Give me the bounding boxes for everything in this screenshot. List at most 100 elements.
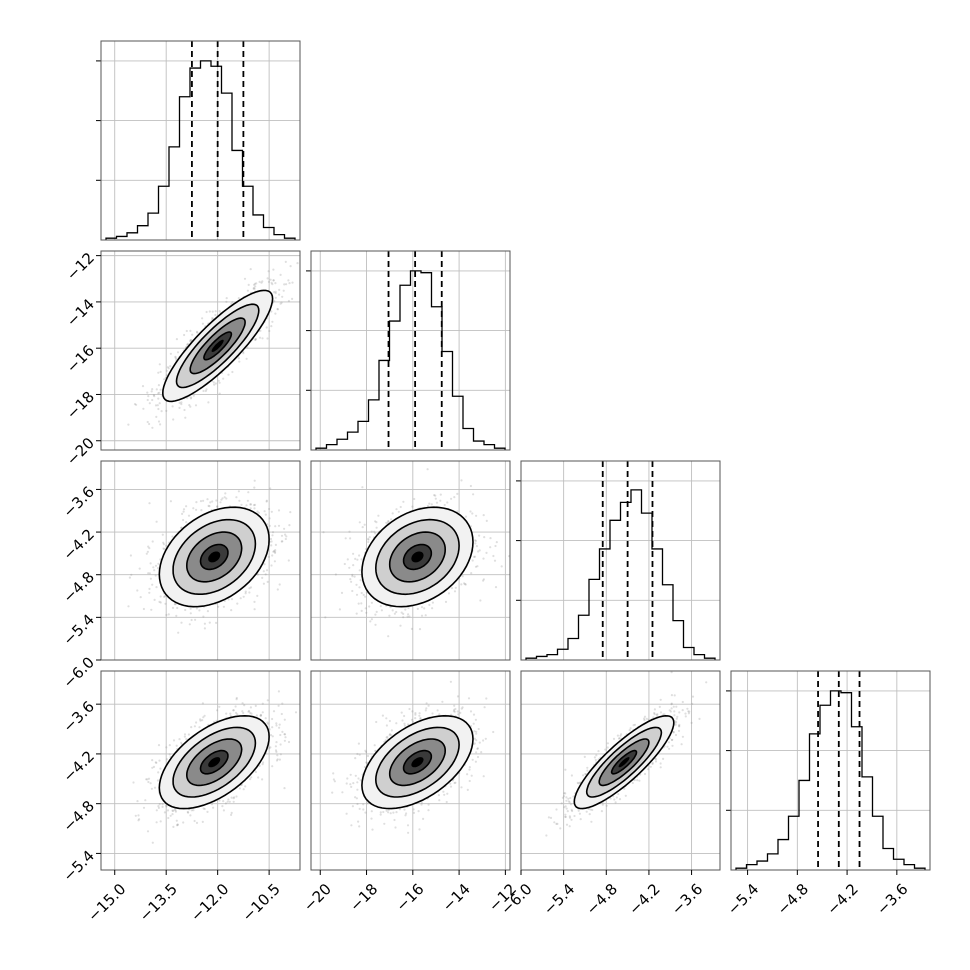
sample-point [274, 749, 278, 752]
sample-point [287, 740, 291, 744]
sample-point [403, 722, 406, 725]
sample-point [187, 514, 191, 517]
sample-point [253, 287, 256, 290]
sample-point [163, 811, 166, 814]
sample-point [285, 283, 288, 286]
sample-point [597, 750, 600, 753]
sample-point [222, 809, 225, 812]
sample-point [257, 776, 260, 779]
panel-content [101, 671, 300, 870]
sample-point [272, 268, 275, 271]
sample-point [221, 497, 224, 500]
sample-point [254, 770, 257, 774]
sample-point [655, 713, 658, 716]
contour-level-0 [199, 749, 229, 775]
sample-point [254, 285, 257, 288]
sample-point [151, 841, 154, 844]
sample-point [261, 778, 264, 781]
sample-point [175, 744, 178, 747]
sample-point [274, 292, 277, 295]
sample-point [473, 730, 476, 733]
sample-point [277, 524, 281, 527]
sample-point [568, 816, 572, 819]
sample-point [234, 705, 237, 708]
sample-point [151, 388, 154, 391]
sample-point [274, 543, 277, 547]
sample-point [272, 279, 275, 282]
sample-point [411, 710, 414, 713]
sample-point [565, 796, 568, 799]
sample-point [414, 717, 417, 720]
sample-point [180, 526, 183, 529]
sample-point [447, 592, 451, 595]
sample-point [168, 744, 171, 747]
sample-point [691, 695, 695, 698]
sample-point [668, 747, 671, 750]
sample-point [141, 385, 145, 388]
sample-point [480, 751, 483, 754]
sample-point [265, 569, 269, 572]
sample-point [271, 717, 274, 721]
sample-point [680, 743, 683, 746]
sample-point [454, 707, 457, 711]
sample-point [489, 546, 492, 549]
sample-point [244, 590, 247, 593]
sample-point [172, 418, 175, 421]
sample-point [151, 766, 154, 769]
sample-point [158, 600, 161, 604]
sample-point [389, 733, 392, 736]
sample-point [182, 510, 185, 513]
sample-point [420, 801, 423, 804]
sample-point [152, 394, 155, 397]
x-tick-label: −5.4 [724, 880, 762, 918]
sample-point [690, 721, 693, 725]
x-tick-label: −15.0 [84, 880, 129, 925]
sample-point [273, 291, 276, 294]
sample-point [367, 538, 370, 541]
sample-point [230, 796, 233, 799]
sample-point [247, 710, 250, 713]
sample-point [165, 746, 168, 749]
sample-point [222, 377, 225, 380]
sample-point [271, 735, 274, 738]
sample-point [252, 504, 256, 507]
sample-point [215, 499, 218, 502]
sample-point [352, 552, 355, 555]
sample-point [675, 705, 678, 708]
sample-point [236, 602, 239, 605]
sample-point [195, 501, 198, 504]
y-tick-label: −16 [63, 341, 98, 376]
sample-point [595, 754, 598, 757]
sample-point [270, 564, 273, 567]
sample-point [416, 607, 419, 611]
sample-point [585, 810, 588, 813]
sample-point [388, 734, 391, 737]
sample-point [453, 708, 456, 712]
sample-point [174, 356, 177, 359]
sample-point [258, 336, 262, 339]
sample-point [472, 722, 475, 725]
sample-point [274, 525, 277, 528]
sample-point [273, 550, 277, 553]
sample-point [427, 809, 430, 812]
sample-point [154, 574, 157, 577]
sample-point [238, 360, 241, 363]
sample-point [155, 809, 158, 812]
sample-point [357, 820, 360, 823]
sample-point [476, 565, 479, 568]
sample-point [169, 500, 172, 503]
sample-point [584, 772, 587, 776]
sample-point [279, 743, 282, 746]
sample-point [370, 530, 373, 533]
sample-point [182, 508, 186, 511]
sample-point [261, 711, 264, 714]
y-tick-label: −12 [63, 249, 98, 284]
sample-point [256, 510, 259, 513]
sample-point [162, 547, 165, 550]
sample-point [269, 537, 273, 541]
sample-point [241, 710, 244, 713]
sample-point [205, 388, 208, 391]
sample-point [269, 278, 272, 281]
sample-point [468, 768, 471, 771]
sample-point [420, 614, 424, 617]
